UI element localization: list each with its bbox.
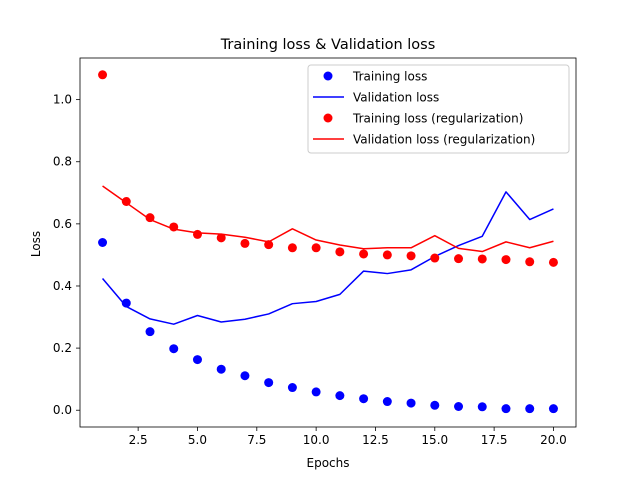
training-loss-regularization-point: [454, 254, 464, 264]
axes-frame: [79, 57, 577, 428]
training-loss-regularization-point: [192, 229, 202, 239]
training-loss-point: [430, 400, 440, 410]
training-loss-point: [501, 404, 511, 414]
x-tick-label: 12.5: [362, 433, 389, 447]
x-tick-label: 15.0: [421, 433, 448, 447]
training-loss-regularization-point: [264, 240, 274, 250]
legend-box: [307, 64, 570, 154]
y-tick-label: 0.6: [53, 217, 72, 231]
legend-label-validation-loss: Validation loss: [353, 91, 439, 105]
legend-label-training-loss: Training loss: [352, 70, 427, 84]
x-tick-label: 10.0: [303, 433, 330, 447]
validation-loss-line: [101, 191, 554, 325]
x-tick-label: 5.0: [188, 433, 207, 447]
training-loss-point: [121, 298, 131, 308]
y-tick-label: 0.8: [53, 155, 72, 169]
training-loss-regularization-point: [335, 247, 345, 257]
x-tick-label: 7.5: [247, 433, 266, 447]
plot-area: [98, 70, 558, 414]
training-loss-regularization-point: [311, 243, 321, 253]
legend-swatch-training-loss-regularization: [323, 113, 333, 123]
training-loss-regularization-point: [359, 249, 369, 259]
training-loss-point: [287, 383, 297, 393]
training-loss-point: [192, 355, 202, 365]
chart-title: Training loss & Validation loss: [220, 37, 436, 53]
training-loss-point: [525, 404, 535, 414]
training-loss-point: [240, 371, 250, 381]
x-tick-label: 20.0: [540, 433, 567, 447]
legend: Training loss Validation loss Training los…: [307, 64, 570, 154]
y-tick-label: 1.0: [53, 93, 72, 107]
x-tick-label: 17.5: [481, 433, 508, 447]
training-loss-regularization-point: [525, 257, 535, 267]
training-loss-regularization-point: [287, 243, 297, 253]
training-loss-point: [311, 387, 321, 397]
y-tick-label: 0.0: [53, 403, 72, 417]
legend-label-training-loss-regularization: Training loss (regularization): [352, 112, 523, 126]
training-loss-point: [98, 238, 108, 247]
training-loss-regularization-point: [240, 238, 250, 248]
training-loss-regularization-point: [477, 254, 487, 264]
training-loss-point: [359, 394, 369, 404]
y-tick-label: 0.2: [53, 341, 72, 355]
y-axis-label: Loss: [29, 231, 43, 257]
training-loss-regularization-point: [406, 251, 416, 261]
axes: 2.5 5.0 7.5 10.0 12.5 15.0 17.5 20.0 0.0 0.2 0.4 0.…: [53, 57, 577, 447]
training-loss-point: [145, 327, 155, 337]
training-loss-regularization-point: [548, 257, 558, 267]
training-loss-regularization-point: [382, 250, 392, 260]
legend-label-validation-loss-regularization: Validation loss (regularization): [353, 133, 535, 147]
training-loss-regularization-point: [98, 70, 108, 80]
validation-loss-regularization-line: [102, 185, 554, 253]
x-axis-label: Epochs: [307, 456, 350, 470]
legend-swatch-training-loss: [323, 71, 333, 81]
training-loss-point: [477, 402, 487, 412]
training-loss-point: [216, 364, 226, 374]
training-loss-point: [382, 397, 392, 407]
training-loss-regularization-point: [216, 233, 226, 243]
training-loss-point: [406, 398, 416, 408]
training-loss-point: [264, 378, 274, 388]
training-loss-point: [169, 344, 179, 354]
training-loss-point: [548, 404, 558, 414]
training-loss-regularization-point: [501, 255, 511, 265]
y-tick-label: 0.4: [53, 279, 72, 293]
training-loss-point: [454, 402, 464, 411]
x-tick-label: 2.5: [129, 433, 148, 447]
training-loss-point: [335, 391, 345, 401]
training-loss-regularization-point: [430, 253, 440, 263]
